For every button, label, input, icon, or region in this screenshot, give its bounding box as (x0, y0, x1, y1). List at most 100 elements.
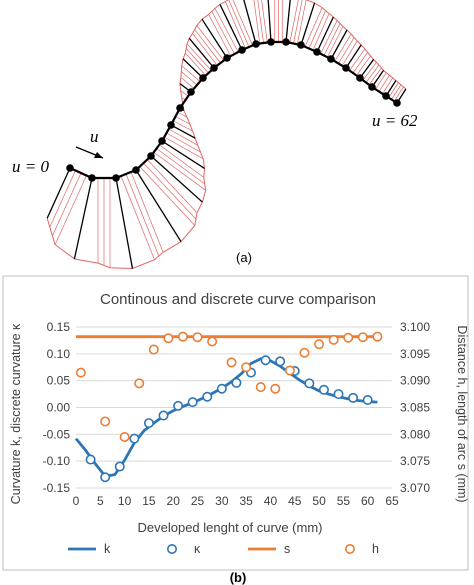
normal-line (170, 124, 196, 139)
data-point-κ (158, 410, 169, 421)
data-point-κ (231, 377, 242, 388)
hatch-line (54, 175, 87, 245)
data-point-h (270, 383, 281, 394)
hatch-line (323, 23, 341, 56)
normal-line (300, 2, 316, 46)
curve-node (313, 48, 321, 56)
curve-node (252, 40, 260, 48)
curvature-hatch (46, 0, 407, 269)
data-point-κ (114, 461, 125, 472)
normal-line (161, 140, 205, 169)
hatch-line (304, 7, 323, 47)
normal-lines (46, 0, 407, 269)
hatch-line (125, 173, 160, 257)
curve-node (393, 99, 401, 107)
legend-label-κ: κ (194, 542, 201, 556)
curve-node (176, 104, 184, 112)
end-label: u = 62 (372, 111, 418, 130)
hatch-line (181, 71, 198, 86)
hatch-line (185, 48, 209, 74)
hatch-line (175, 116, 190, 125)
chart-title: Continous and discrete curve comparison (100, 291, 376, 308)
normal-line (359, 59, 375, 79)
chart-frame (2, 275, 469, 571)
hatch-line (391, 84, 402, 100)
data-point-h (299, 347, 310, 358)
hatch-line (382, 77, 393, 94)
x-tick-label: 10 (118, 494, 132, 508)
curve-node (356, 74, 364, 82)
curve-node (66, 164, 74, 172)
chart: Continous and discrete curve comparison … (9, 291, 469, 556)
hatch-line (362, 62, 377, 81)
hatch-line (153, 151, 206, 191)
legend-key-κ (167, 543, 178, 554)
data-point-h (284, 365, 295, 376)
data-point-h (100, 416, 111, 427)
direction-arrowhead (94, 152, 103, 158)
x-tick-label: 20 (167, 494, 181, 508)
y-right-tick-label: 3.095 (400, 347, 430, 361)
y-right-tick-label: 3.085 (400, 401, 430, 415)
data-point-κ (260, 355, 271, 366)
curve-node (342, 64, 350, 72)
hatch-line (378, 75, 390, 92)
curve-node (158, 137, 166, 145)
legend-label-k: k (104, 542, 111, 556)
y-left-tick-label: -0.05 (43, 427, 71, 441)
curve-node (112, 174, 120, 182)
y-right-tick-label: 3.100 (400, 320, 430, 334)
hatch-line (196, 25, 225, 61)
data-point-κ (143, 418, 154, 429)
legend-label-s: s (284, 542, 290, 556)
hatch-line (49, 170, 76, 228)
curve-node (327, 55, 335, 63)
hatch-line (164, 136, 204, 160)
hatch-line (257, 0, 264, 44)
x-tick-label: 45 (288, 494, 302, 508)
x-tick-label: 30 (215, 494, 229, 508)
x-tick-label: 35 (239, 494, 253, 508)
y-left-tick-label: 0.10 (47, 347, 71, 361)
curve-node (223, 54, 231, 62)
curve-node (199, 74, 207, 82)
y-right-tick-label: 3.075 (400, 454, 430, 468)
curve-node (88, 174, 96, 182)
y-left-tick-label: 0.15 (47, 320, 71, 334)
x-tick-label: 40 (264, 494, 278, 508)
hatch-line (194, 29, 221, 64)
hatch-line (225, 1, 246, 49)
curvature-envelope (46, 0, 407, 270)
legend-label-h: h (372, 542, 379, 556)
x-tick-label: 55 (337, 494, 351, 508)
normal-line (182, 58, 204, 79)
hatch-line (168, 128, 198, 146)
hatch-line (214, 8, 239, 53)
y-left-tick-label: 0.00 (47, 401, 71, 415)
data-point-h (177, 331, 188, 342)
data-point-κ (333, 389, 344, 400)
direction-label: u (90, 127, 99, 146)
data-point-κ (202, 391, 213, 402)
hatch-line (293, 0, 303, 44)
hatch-line (159, 144, 204, 178)
data-point-κ (275, 356, 286, 367)
hatch-line (365, 64, 380, 83)
hatch-line (312, 13, 330, 51)
normal-line (330, 29, 348, 60)
x-axis-label: Developed lenght of curve (mm) (138, 520, 323, 535)
panel-a-curve-diagram: u u = 0 u = 62 (a) (12, 0, 418, 270)
curve-node (368, 83, 376, 91)
data-point-h (357, 332, 368, 343)
x-tick-labels: 0 5 10 15 20 25 30 35 40 45 50 55 60 65 (73, 494, 399, 508)
hatch-line (146, 159, 198, 214)
hatch-line (289, 0, 299, 43)
curve-node (167, 121, 175, 129)
x-tick-label: 60 (361, 494, 375, 508)
hatch-line (130, 171, 164, 253)
normal-line (267, 0, 272, 43)
data-point-h (343, 332, 354, 343)
hatch-line (349, 48, 366, 71)
data-point-h (163, 333, 174, 344)
